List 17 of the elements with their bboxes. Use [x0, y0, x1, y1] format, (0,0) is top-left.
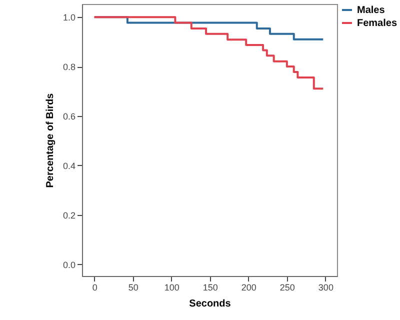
y-tick-label: 1.0	[62, 12, 76, 23]
y-tick-label: 0.2	[62, 210, 76, 220]
y-tick-label: 0.8	[62, 62, 76, 72]
y-tick-label: 0.6	[62, 112, 76, 122]
x-axis-title: Seconds	[189, 298, 232, 310]
y-axis-title: Percentage of Birds	[44, 92, 56, 188]
y-tick-label: 0.0	[62, 260, 76, 270]
x-tick-label: 250	[280, 282, 295, 292]
x-tick-label: 300	[318, 282, 334, 292]
x-tick-label: 200	[241, 282, 256, 292]
x-tick-label: 50	[128, 282, 138, 292]
x-tick-label: 150	[202, 282, 218, 292]
x-tick-label: 100	[164, 282, 180, 292]
x-tick-label: 0	[92, 282, 98, 292]
y-tick-label: 0.4	[62, 160, 76, 171]
legend-label: Females	[357, 18, 398, 29]
legend-label: Males	[357, 5, 386, 16]
